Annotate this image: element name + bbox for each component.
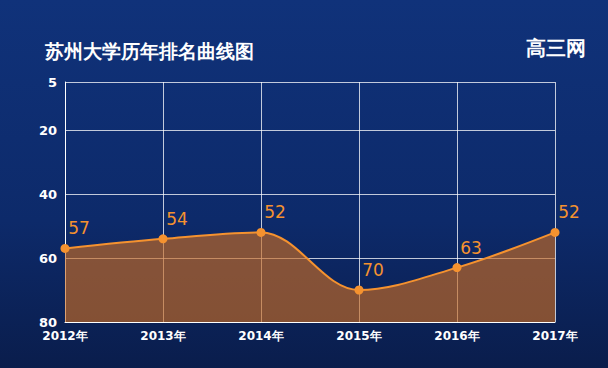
svg-text:63: 63 bbox=[460, 238, 482, 258]
svg-text:2012年: 2012年 bbox=[42, 329, 87, 343]
svg-text:2015年: 2015年 bbox=[336, 329, 381, 343]
svg-text:60: 60 bbox=[39, 251, 57, 266]
svg-text:苏州大学历年排名曲线图: 苏州大学历年排名曲线图 bbox=[44, 40, 254, 62]
svg-text:54: 54 bbox=[166, 209, 188, 229]
svg-text:40: 40 bbox=[39, 187, 57, 202]
svg-text:52: 52 bbox=[558, 202, 580, 222]
svg-text:20: 20 bbox=[39, 123, 57, 138]
svg-text:2014年: 2014年 bbox=[238, 329, 283, 343]
svg-text:2016年: 2016年 bbox=[434, 329, 479, 343]
svg-text:高三网: 高三网 bbox=[526, 36, 586, 60]
svg-text:57: 57 bbox=[68, 218, 90, 238]
svg-text:2017年: 2017年 bbox=[532, 329, 577, 343]
svg-text:2013年: 2013年 bbox=[140, 329, 185, 343]
svg-text:52: 52 bbox=[264, 202, 286, 222]
svg-text:70: 70 bbox=[362, 260, 384, 280]
svg-text:5: 5 bbox=[48, 75, 57, 90]
svg-text:80: 80 bbox=[39, 315, 57, 330]
